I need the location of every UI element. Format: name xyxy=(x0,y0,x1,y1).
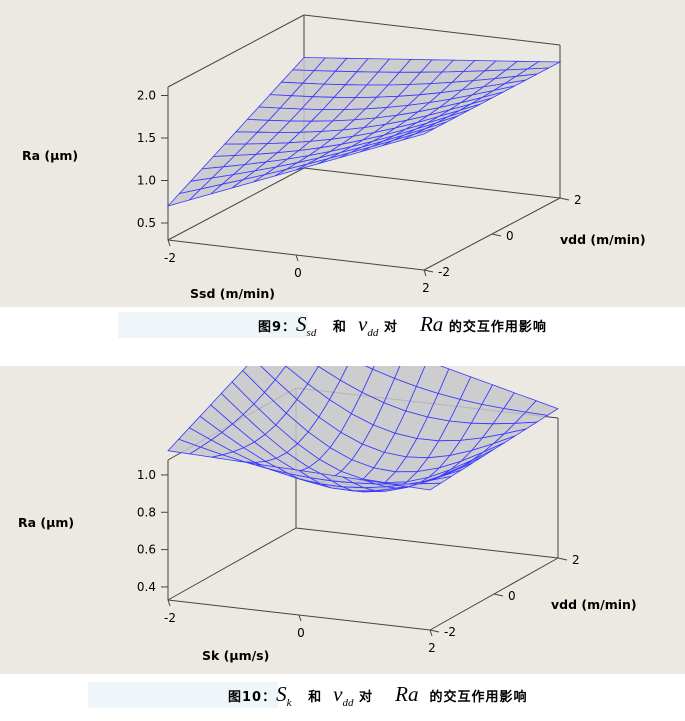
x-axis-label: Ssd (m/min) xyxy=(190,286,275,301)
x-tick-mark xyxy=(167,599,171,607)
y-tick-label: 0 xyxy=(506,229,514,243)
z-tick-label: 1.0 xyxy=(137,468,156,482)
caption-var1: S xyxy=(276,682,287,706)
caption-prefix: 图10： xyxy=(228,690,277,705)
box-edge xyxy=(167,167,305,241)
box-edge xyxy=(303,167,561,199)
figure-caption-1: 图9：Ssd 和 vdd 对 Ra 的交互作用影响 xyxy=(118,309,547,339)
figure-caption-2: 图10：Sk 和 vdd 对 Ra 的交互作用影响 xyxy=(88,679,528,709)
caption-suffix: 的交互作用影响 xyxy=(448,320,547,335)
z-tick-label: 1.5 xyxy=(137,131,156,145)
z-axis-label: Ra (μm) xyxy=(18,515,74,530)
x-axis-label: Sk (μm/s) xyxy=(202,648,269,663)
y-tick-mark xyxy=(491,233,502,237)
caption-var1-sub: sd xyxy=(306,327,317,339)
chart-panel-1: 0.5 1.0 1.5 2.0 -2 0 2 -2 0 2 Ra (μm) Ssd (m/min)… xyxy=(0,0,685,307)
surface-mesh-2 xyxy=(167,366,559,493)
y-tick-label: -2 xyxy=(438,265,450,279)
y-tick-label: 2 xyxy=(572,553,580,567)
caption-to: 对 xyxy=(383,320,398,335)
x-tick-label: -2 xyxy=(164,251,176,265)
caption-var2: v xyxy=(357,312,368,336)
caption-var1: S xyxy=(296,312,307,336)
surface-plot-1: 0.5 1.0 1.5 2.0 -2 0 2 -2 0 2 Ra (μm) Ssd (m/min)… xyxy=(22,14,646,301)
y-tick-mark xyxy=(493,593,504,597)
y-tick-label: 0 xyxy=(508,589,516,603)
caption-suffix: 的交互作用影响 xyxy=(429,690,528,705)
surface-plot-2: 0.4 0.6 0.8 1.0 -2 0 2 -2 0 2 Ra (μm) Sk (μm/s) v… xyxy=(18,366,637,663)
z-tick-label: 2.0 xyxy=(137,89,156,103)
caption-target: Ra xyxy=(395,682,419,706)
x-tick-mark xyxy=(298,614,302,622)
y-tick-label: -2 xyxy=(444,625,456,639)
x-tick-mark xyxy=(295,254,299,262)
x-tick-mark xyxy=(429,629,433,637)
caption-var2-sub: dd xyxy=(367,327,379,339)
z-tick-label: 0.8 xyxy=(137,505,156,519)
box-edge xyxy=(167,14,305,88)
caption-and: 和 xyxy=(332,320,347,335)
z-axis-label: Ra (μm) xyxy=(22,148,78,163)
caption-and: 和 xyxy=(308,690,323,705)
x-tick-label: 0 xyxy=(297,626,305,640)
surface-cell xyxy=(166,188,202,207)
y-axis-label: vdd (m/min) xyxy=(560,232,646,247)
z-tick-label: 0.4 xyxy=(137,580,156,594)
x-tick-mark xyxy=(423,269,427,277)
x-tick-mark xyxy=(167,239,171,247)
caption-prefix: 图9： xyxy=(258,320,297,335)
axis-ticks-2: 0.4 0.6 0.8 1.0 -2 0 2 -2 0 2 xyxy=(137,468,580,655)
y-axis-label: vdd (m/min) xyxy=(551,597,637,612)
y-tick-mark xyxy=(423,269,434,273)
surface-cell xyxy=(167,438,202,455)
z-tick-label: 1.0 xyxy=(137,174,156,188)
y-tick-mark xyxy=(557,557,568,561)
z-tick-label: 0.6 xyxy=(137,543,156,557)
x-tick-label: -2 xyxy=(164,611,176,625)
y-tick-mark xyxy=(429,629,440,633)
surface-mesh-1 xyxy=(166,57,562,207)
y-tick-label: 2 xyxy=(574,193,582,207)
caption-var2-sub: dd xyxy=(342,697,354,709)
box-edge xyxy=(295,527,559,559)
box-edge xyxy=(167,527,297,601)
caption-target: Ra xyxy=(419,312,444,336)
caption-var2: v xyxy=(333,682,343,706)
x-tick-label: 0 xyxy=(294,266,302,280)
axis-ticks-1: 0.5 1.0 1.5 2.0 -2 0 2 -2 0 2 xyxy=(137,89,582,296)
caption-var1-sub: k xyxy=(286,697,292,709)
x-tick-label: 2 xyxy=(422,281,430,295)
chart-panel-2: 0.4 0.6 0.8 1.0 -2 0 2 -2 0 2 Ra (μm) Sk (μm/s) v… xyxy=(0,366,685,674)
x-tick-label: 2 xyxy=(428,641,436,655)
caption-to: 对 xyxy=(359,690,374,705)
y-tick-mark xyxy=(559,197,570,201)
z-tick-label: 0.5 xyxy=(137,216,156,230)
box-edge xyxy=(303,14,561,46)
